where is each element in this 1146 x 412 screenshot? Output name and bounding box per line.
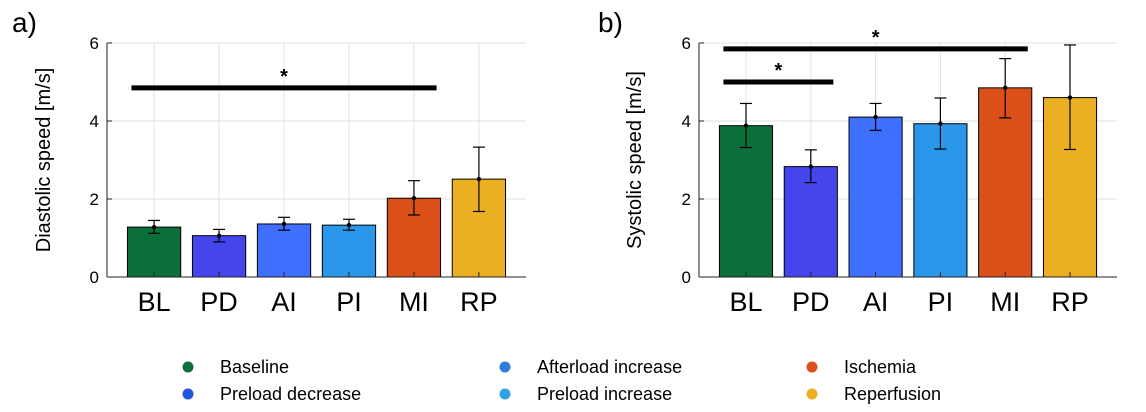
x-tick-label-pd: PD: [200, 287, 238, 317]
panel-b: 0 2 4 6 BL PD AI PI MI RP Systolic speed [m/s] b) * *: [598, 7, 1117, 317]
bar-bl: [718, 125, 774, 278]
mean-point: [476, 176, 482, 182]
x-tick-label-ai: AI: [271, 287, 297, 317]
legend-marker: [182, 361, 194, 373]
legend-marker: [806, 361, 818, 373]
legend-label: Preload decrease: [220, 384, 361, 404]
legend-marker: [499, 388, 511, 400]
x-tick-label-mi: MI: [990, 287, 1020, 317]
legend-label: Baseline: [220, 357, 289, 377]
panel-label: a): [12, 7, 37, 38]
y-tick-label: 4: [90, 112, 99, 131]
y-tick-label: 0: [90, 268, 99, 287]
x-tick-label-bl: BL: [138, 287, 171, 317]
panel-label: b): [598, 7, 623, 38]
x-tick-label-bl: BL: [729, 287, 762, 317]
y-tick-label: 2: [682, 190, 691, 209]
mean-point: [216, 233, 222, 238]
x-tick-label-pi: PI: [336, 287, 362, 317]
significance-star: *: [280, 66, 288, 88]
y-tick-label: 0: [682, 268, 691, 287]
legend-label: Afterload increase: [537, 357, 682, 377]
y-axis-label: Systolic speed [m/s]: [624, 71, 646, 249]
x-tick-label-mi: MI: [399, 287, 429, 317]
bar-ai: [848, 116, 903, 278]
x-tick-label-pd: PD: [792, 287, 830, 317]
legend-label: Preload increase: [537, 384, 672, 404]
mean-point: [743, 123, 749, 128]
mean-point: [808, 164, 813, 169]
mean-point: [873, 114, 878, 120]
bar-bl: [126, 226, 182, 278]
x-tick-label-pi: PI: [928, 287, 954, 317]
mean-point: [1003, 85, 1008, 91]
y-tick-label: 6: [90, 34, 99, 53]
y-tick-label: 6: [682, 34, 691, 53]
legend-label: Ischemia: [844, 357, 917, 377]
mean-point: [1067, 95, 1073, 100]
legend-label: Reperfusion: [844, 384, 941, 404]
legend: Baseline Preload decrease Afterload increa…: [182, 357, 941, 404]
x-tick-label-ai: AI: [863, 287, 889, 317]
legend-marker: [182, 388, 194, 400]
mean-point: [346, 222, 352, 228]
significance-star: *: [872, 27, 880, 49]
y-tick-label: 2: [90, 190, 99, 209]
x-tick-label-rp: RP: [1051, 287, 1089, 317]
y-axis-label: Diastolic speed [m/s]: [33, 68, 55, 253]
y-tick-label: 4: [682, 112, 691, 131]
bar-pi: [321, 224, 377, 278]
bar-ai: [256, 223, 312, 278]
mean-point: [281, 221, 287, 227]
mean-point: [151, 224, 157, 230]
mean-point: [411, 196, 417, 201]
mean-point: [938, 121, 943, 126]
legend-marker: [499, 361, 511, 373]
x-tick-label-rp: RP: [460, 287, 498, 317]
legend-marker: [806, 388, 818, 400]
significance-star: *: [774, 60, 782, 82]
panel-a: 0 2 4 6 BL PD AI PI MI RP Diastolic speed [m/s] a) *: [12, 7, 526, 317]
